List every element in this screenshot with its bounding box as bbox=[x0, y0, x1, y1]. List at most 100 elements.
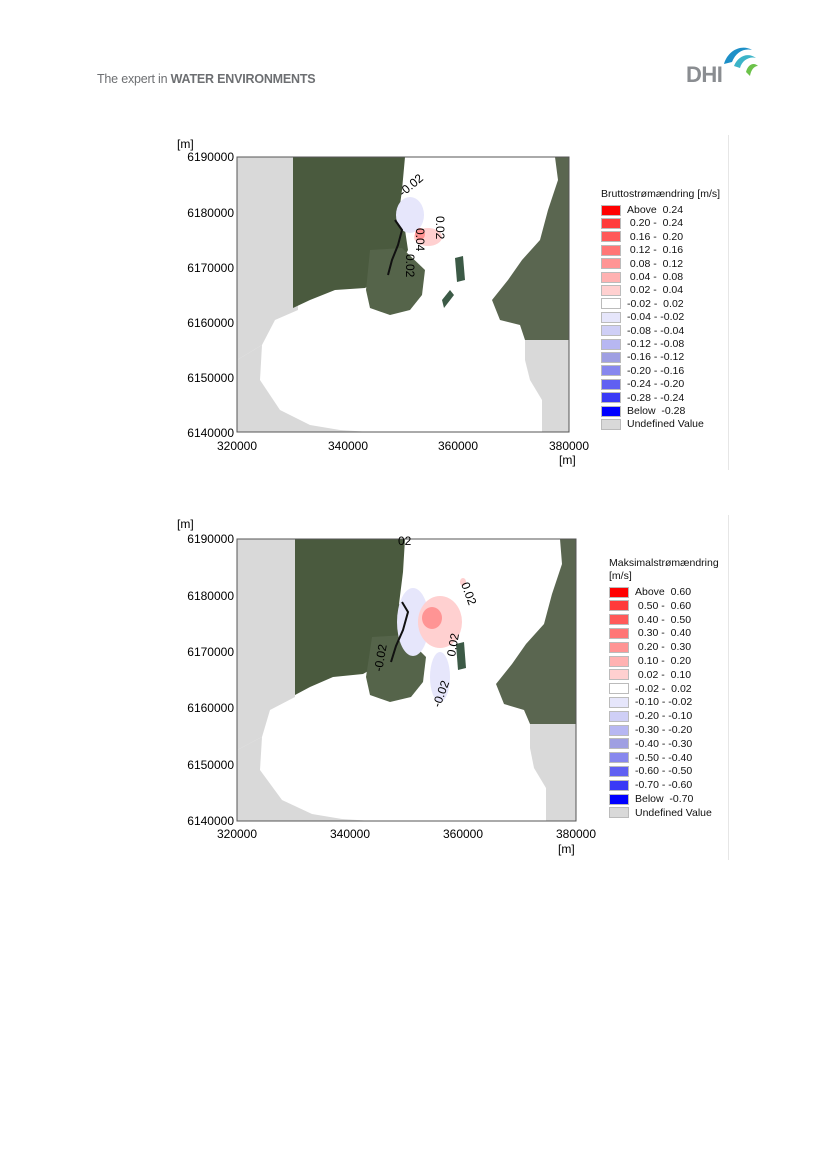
legend-label: Undefined Value bbox=[635, 806, 712, 819]
legend-item: 0.02 - 0.04 bbox=[601, 284, 683, 296]
contour-positive-core bbox=[415, 228, 425, 240]
legend-swatch bbox=[601, 378, 621, 390]
legend-item: -0.20 - -0.10 bbox=[609, 710, 692, 722]
legend-label: 0.02 - 0.04 bbox=[627, 284, 684, 297]
land-east bbox=[492, 157, 569, 340]
tagline-bold: WATER ENVIRONMENTS bbox=[170, 72, 316, 86]
legend-item: -0.02 - 0.02 bbox=[601, 298, 684, 310]
legend-label: 0.16 - 0.20 bbox=[627, 230, 684, 243]
contour-label: 0.02 bbox=[433, 216, 447, 240]
y-tick: 6170000 bbox=[187, 261, 234, 275]
legend-item: -0.70 - -0.60 bbox=[609, 779, 692, 791]
y-tick: 6170000 bbox=[187, 645, 234, 659]
legend-title: Maksimalstrømændring bbox=[609, 557, 719, 569]
map-plot-1: -0.02 0.02 0.04 0.02 [m] 6190000 6180000… bbox=[177, 137, 589, 467]
y-unit-label: [m] bbox=[177, 137, 194, 151]
legend-label: -0.40 - -0.30 bbox=[635, 737, 693, 750]
legend-item: 0.10 - 0.20 bbox=[609, 655, 691, 667]
legend-item: 0.50 - 0.60 bbox=[609, 600, 691, 612]
legend-item: Below -0.28 bbox=[601, 405, 685, 417]
undefined-area-west bbox=[237, 539, 295, 750]
legend-swatch bbox=[601, 325, 621, 337]
legend-label: 0.10 - 0.20 bbox=[635, 655, 692, 667]
x-tick: 380000 bbox=[556, 827, 596, 841]
x-tick: 340000 bbox=[330, 827, 370, 841]
legend-label: -0.02 - 0.02 bbox=[627, 297, 684, 310]
legend-label: -0.08 - -0.04 bbox=[627, 324, 685, 337]
undefined-area-south bbox=[237, 737, 372, 821]
legend-label: Below -0.28 bbox=[627, 405, 686, 417]
x-tick: 380000 bbox=[549, 439, 589, 453]
legend-item: -0.16 - -0.12 bbox=[601, 351, 684, 363]
legend-swatch bbox=[601, 271, 621, 283]
tagline-prefix: The expert in bbox=[97, 72, 171, 86]
legend-item: 0.20 - 0.30 bbox=[609, 641, 691, 653]
legend-swatch bbox=[609, 738, 629, 750]
legend-swatch bbox=[609, 793, 629, 805]
legend-swatch bbox=[609, 710, 629, 722]
legend-swatch bbox=[609, 641, 629, 653]
undefined-area-west bbox=[237, 157, 298, 360]
plot-frame bbox=[236, 538, 577, 822]
legend-swatch bbox=[601, 204, 621, 216]
legend-swatch bbox=[601, 298, 621, 310]
legend-item: Below -0.70 bbox=[609, 793, 693, 805]
contour-label: 02 bbox=[398, 534, 412, 548]
y-tick: 6160000 bbox=[187, 701, 234, 715]
y-tick: 6190000 bbox=[187, 532, 234, 546]
island-saltholm bbox=[456, 642, 466, 670]
map-figure-2: 02 0.02 0.02 -0.02 -0.02 [m] 6190000 618… bbox=[170, 512, 740, 862]
legend-item: -0.24 - -0.20 bbox=[601, 378, 684, 390]
structure-outline bbox=[387, 219, 404, 276]
legend-swatch bbox=[601, 311, 621, 323]
legend-label: Above 0.60 bbox=[635, 586, 692, 598]
legend-label: -0.28 - -0.24 bbox=[627, 391, 685, 404]
y-tick: 6180000 bbox=[187, 206, 234, 220]
map-figure-1: -0.02 0.02 0.04 0.02 [m] 6190000 6180000… bbox=[170, 130, 740, 475]
logo-text: DHI bbox=[686, 62, 723, 87]
legend-swatch bbox=[601, 338, 621, 350]
land-east bbox=[496, 539, 576, 724]
x-unit-label: [m] bbox=[558, 842, 575, 856]
legend-swatch bbox=[601, 244, 621, 256]
legend-swatch bbox=[601, 258, 621, 270]
legend-label: -0.50 - -0.40 bbox=[635, 751, 693, 764]
y-tick: 6160000 bbox=[187, 316, 234, 330]
map-plot-2: 02 0.02 0.02 -0.02 -0.02 [m] 6190000 618… bbox=[177, 517, 596, 856]
legend-1: Bruttostrømændring [m/s] Above 0.24 0.20… bbox=[601, 188, 741, 430]
legend-label: -0.10 - -0.02 bbox=[635, 696, 693, 709]
legend-item: -0.40 - -0.30 bbox=[609, 738, 692, 750]
legend-label: 0.50 - 0.60 bbox=[635, 599, 692, 612]
legend-swatch bbox=[601, 217, 621, 229]
legend-swatch bbox=[609, 683, 629, 695]
dhi-wave-icon bbox=[724, 47, 758, 76]
legend-title: Bruttostrømændring [m/s] bbox=[601, 188, 721, 200]
legend-swatch bbox=[609, 696, 629, 708]
legend-title-unit: [m/s] bbox=[609, 570, 632, 582]
legend-swatch bbox=[609, 600, 629, 612]
legend-item: 0.02 - 0.10 bbox=[609, 669, 691, 681]
y-unit-label: [m] bbox=[177, 517, 194, 531]
x-tick: 320000 bbox=[217, 439, 257, 453]
island-saltholm bbox=[455, 256, 465, 282]
undefined-area-southeast bbox=[525, 340, 569, 432]
legend-label: Below -0.70 bbox=[635, 793, 694, 805]
legend-label: Undefined Value bbox=[627, 418, 704, 431]
legend-swatch bbox=[601, 284, 621, 296]
y-tick: 6180000 bbox=[187, 589, 234, 603]
legend-swatch bbox=[609, 779, 629, 791]
contour-positive-core bbox=[422, 607, 442, 629]
legend-item: -0.02 - 0.02 bbox=[609, 683, 692, 695]
legend-item: -0.04 - -0.02 bbox=[601, 311, 684, 323]
legend-item: Above 0.24 bbox=[601, 204, 683, 216]
island-small bbox=[442, 290, 454, 308]
contour-negative-south bbox=[430, 652, 450, 702]
legend-swatch bbox=[601, 418, 621, 430]
y-tick: 6140000 bbox=[187, 426, 234, 440]
y-tick: 6150000 bbox=[187, 758, 234, 772]
x-tick: 360000 bbox=[438, 439, 478, 453]
legend-label: 0.40 - 0.50 bbox=[635, 613, 692, 626]
legend-swatch bbox=[609, 752, 629, 764]
land-amager bbox=[366, 248, 425, 315]
legend-item: 0.08 - 0.12 bbox=[601, 258, 683, 270]
